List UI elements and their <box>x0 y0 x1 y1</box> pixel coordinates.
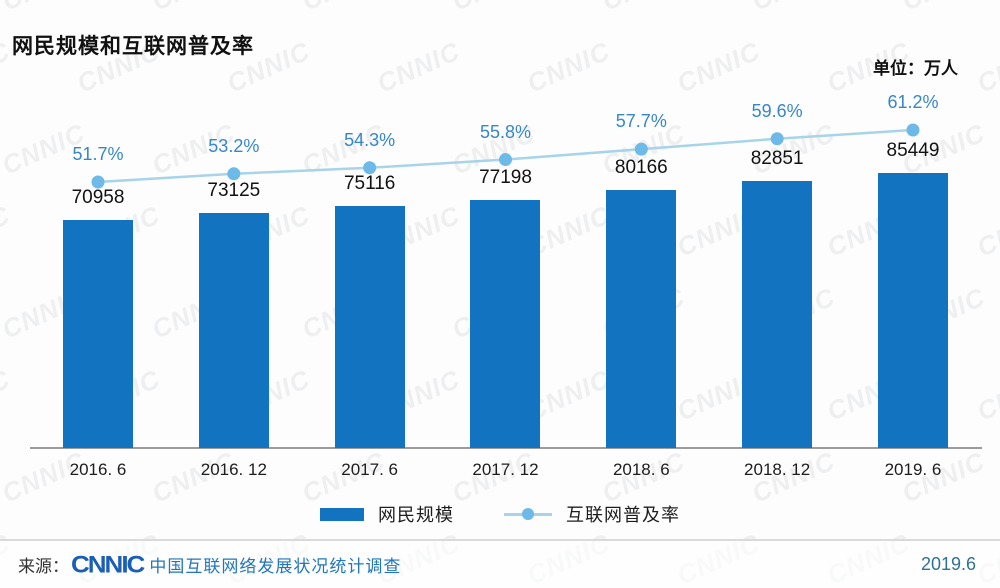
line-marker <box>906 123 920 137</box>
x-tick-label: 2016. 12 <box>200 460 267 479</box>
pct-label: 54.3% <box>344 129 396 150</box>
pct-label: 61.2% <box>887 92 939 112</box>
footer-source: 来源： CNNIC 中国互联网络发展状况统计调查 <box>18 549 401 580</box>
bar-value-label: 82851 <box>750 148 804 170</box>
x-tick-label: 2016. 6 <box>69 460 127 479</box>
bar <box>742 181 813 448</box>
pct-label: 55.8% <box>479 121 531 142</box>
pct-label: 51.7% <box>72 144 124 164</box>
footer-date: 2019.6 <box>920 554 976 574</box>
source-text: 中国互联网络发展状况统计调查 <box>149 557 402 576</box>
footer: 来源： CNNIC 中国互联网络发展状况统计调查 2019.6 <box>0 539 1000 588</box>
bar <box>334 206 405 448</box>
bar-value-label: 70958 <box>71 186 125 208</box>
x-tick-label: 2017. 12 <box>472 460 539 479</box>
bar <box>877 173 948 448</box>
legend-bar-swatch <box>320 507 364 521</box>
bar-value-label: 75116 <box>343 173 396 195</box>
line-marker <box>227 167 241 181</box>
x-axis-line <box>30 447 982 449</box>
page-title: 网民规模和互联网普及率 <box>12 35 254 58</box>
line-marker <box>634 142 648 156</box>
bar <box>63 219 133 448</box>
pct-label: 57.7% <box>615 111 667 132</box>
x-tick-label: 2018. 12 <box>744 460 811 479</box>
source-prefix-label: 来源： <box>18 557 69 576</box>
bar-value-label: 77198 <box>479 166 532 188</box>
cnnic-logo: CNNIC <box>71 550 145 578</box>
bar <box>606 190 677 448</box>
bar <box>470 199 541 448</box>
x-tick-label: 2017. 6 <box>341 460 399 479</box>
bar-value-label: 73125 <box>207 179 261 201</box>
x-tick-label: 2018. 6 <box>612 460 670 479</box>
bar <box>198 212 269 448</box>
x-tick-label: 2019. 6 <box>884 460 942 479</box>
unit-label: 单位：万人 <box>873 59 958 78</box>
legend-line-label: 互联网普及率 <box>566 505 680 525</box>
bar-value-label: 80166 <box>614 157 668 178</box>
line-marker <box>363 161 377 175</box>
legend: 网民规模 互联网普及率 <box>0 501 1000 527</box>
legend-bar-label: 网民规模 <box>378 505 454 525</box>
legend-line-swatch <box>504 507 552 521</box>
legend-line-marker <box>522 508 534 520</box>
bar-value-label: 85449 <box>886 140 940 161</box>
line-marker <box>91 175 105 189</box>
pct-label: 59.6% <box>751 100 803 121</box>
pct-label: 53.2% <box>208 135 260 156</box>
line-marker <box>770 132 784 146</box>
line-marker <box>498 153 512 167</box>
